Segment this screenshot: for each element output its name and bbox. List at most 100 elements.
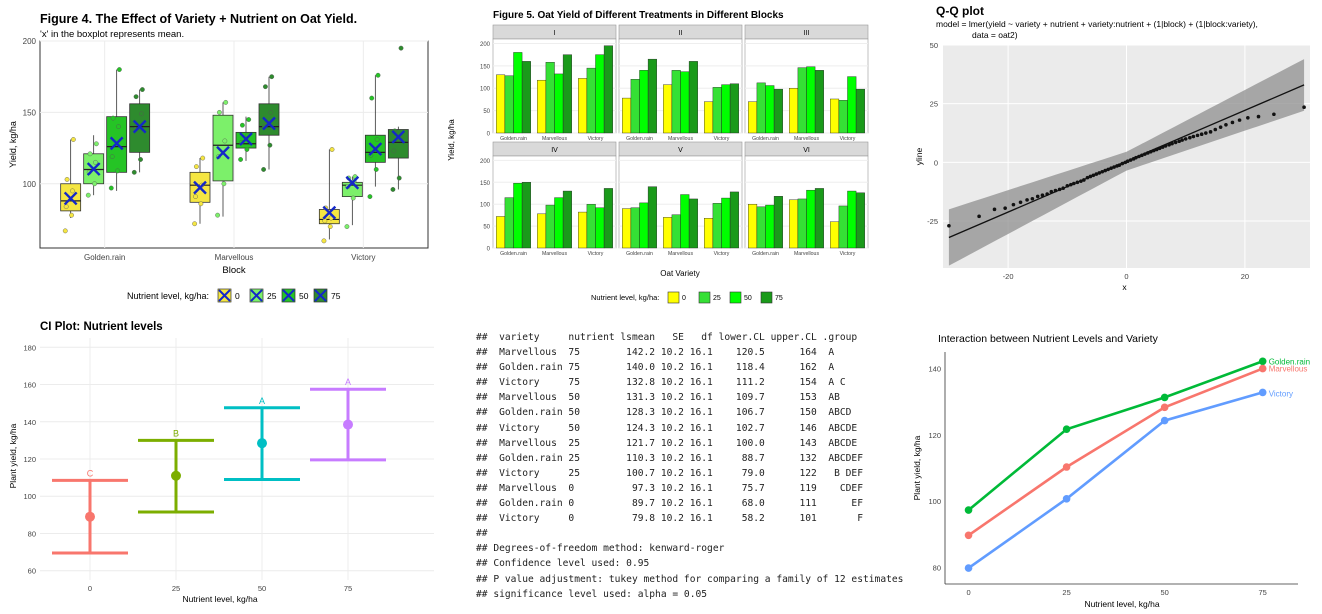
legend-swatch: [698, 291, 711, 304]
facet-bar-chart: Figure 5. Oat Yield of Different Treatme…: [447, 10, 869, 304]
x-tick-label: Marvellous: [794, 136, 819, 142]
qq-point: [1146, 151, 1150, 155]
jitter-point: [116, 124, 121, 130]
qq-point: [1148, 150, 1153, 154]
jitter-point: [138, 157, 143, 162]
jitter-point: [131, 169, 137, 175]
y-tick-label: 50: [483, 109, 490, 115]
y-tick-label: 150: [480, 64, 491, 70]
y-axis-label: yline: [914, 147, 924, 165]
console-output: ## variety nutrient lsmean SE df lower.C…: [476, 330, 903, 600]
boxplot-chart: Figure 4. The Effect of Variety + Nutrie…: [8, 12, 429, 303]
console-line: ## Degrees-of-freedom method: kenward-ro…: [476, 543, 725, 555]
bar: [647, 186, 657, 249]
qq-point: [1140, 153, 1144, 158]
legend-swatch: [667, 291, 680, 304]
chart-title: Q-Q plot: [936, 4, 984, 18]
y-tick-label: 160: [23, 381, 36, 390]
legend-mean-marker: [218, 289, 231, 302]
jitter-point: [192, 221, 198, 227]
y-tick-label: 150: [480, 181, 491, 187]
jitter-point: [350, 195, 356, 201]
bar: [595, 207, 605, 249]
x-tick-label: Marvellous: [542, 136, 567, 142]
y-tick-label: 180: [23, 343, 36, 352]
ci-estimate-point: [171, 470, 181, 481]
x-tick-label: 20: [1241, 272, 1249, 281]
y-axis-label: Yield, kg/ha: [8, 121, 18, 168]
y-tick-label: 120: [23, 455, 36, 464]
qq-point: [1103, 168, 1107, 173]
chart-title: Figure 4. The Effect of Variety + Nutrie…: [40, 12, 357, 26]
chart-title: Interaction between Nutrient Levels and …: [938, 333, 1159, 345]
jitter-point: [329, 147, 335, 152]
x-tick-label: Marvellous: [668, 251, 693, 257]
bar: [504, 75, 514, 134]
legend-label: 75: [775, 295, 783, 302]
y-tick-label: 150: [23, 108, 37, 117]
qq-point: [1091, 173, 1096, 178]
qq-point: [1246, 115, 1250, 120]
group-letter: A: [259, 396, 265, 406]
bar: [748, 101, 758, 134]
series-point: [1062, 495, 1071, 503]
box-body: [212, 114, 234, 182]
x-tick-label: 75: [344, 584, 352, 593]
chart-title: Figure 5. Oat Yield of Different Treatme…: [493, 10, 784, 21]
jitter-point: [369, 95, 375, 101]
console-line: ## Confidence level used: 0.95: [476, 558, 650, 570]
jitter-point: [93, 159, 98, 165]
series-label: Golden.rain: [1269, 357, 1310, 366]
jitter-point: [139, 87, 145, 92]
series-point: [964, 531, 973, 540]
y-tick-label: 100: [23, 492, 36, 501]
bar: [496, 216, 506, 249]
bar: [537, 79, 547, 134]
jitter-point: [87, 151, 93, 157]
mean-marker: [345, 175, 360, 190]
legend-label: 25: [267, 291, 277, 301]
bar: [814, 70, 824, 134]
jitter-point: [92, 181, 97, 187]
qq-point: [1120, 161, 1125, 166]
x-tick-label: Golden.rain: [84, 253, 125, 262]
bar: [504, 197, 514, 249]
legend-swatch: [729, 291, 742, 304]
jitter-point: [390, 187, 396, 192]
group-letter: C: [87, 468, 94, 478]
qq-point: [1079, 179, 1083, 183]
bar: [830, 221, 840, 249]
bar: [537, 213, 547, 249]
legend-swatch: [760, 291, 773, 304]
y-tick-label: 200: [23, 37, 37, 46]
bar: [748, 203, 758, 249]
bar: [773, 88, 783, 134]
legend-label: 50: [744, 295, 752, 302]
console-line: ## Golden.rain 25 110.3 10.2 16.1 88.7 1…: [476, 452, 863, 464]
jitter-point: [267, 142, 273, 148]
x-tick-label: 25: [1062, 588, 1070, 597]
box-body: [258, 103, 280, 136]
qq-point: [1157, 146, 1162, 151]
bar: [729, 191, 739, 249]
console-line: ## Golden.rain 0 89.7 10.2 16.1 68.0 111…: [476, 498, 863, 510]
y-tick-label: 60: [28, 567, 36, 576]
x-tick-label: Victory: [840, 251, 856, 257]
ci-panel: CI Plot: Nutrient levels 60 80 100 120 140 160…: [0, 310, 440, 614]
y-tick-label: 200: [480, 42, 491, 48]
bar: [554, 197, 564, 249]
qq-point: [1003, 206, 1007, 210]
series-point: [1258, 388, 1267, 397]
bar: [603, 45, 613, 134]
facet-bar-panel: Figure 5. Oat Yield of Different Treatme…: [440, 0, 890, 310]
qq-point: [1154, 147, 1159, 152]
legend-title: Nutrient level, kg/ha:: [591, 293, 659, 302]
bar: [578, 78, 588, 134]
bar: [704, 101, 714, 134]
bar: [680, 71, 690, 134]
chart-subtitle-2: data = oat2): [972, 30, 1018, 40]
jitter-point: [63, 204, 69, 210]
bar: [545, 62, 555, 134]
y-tick-label: 80: [28, 529, 36, 538]
